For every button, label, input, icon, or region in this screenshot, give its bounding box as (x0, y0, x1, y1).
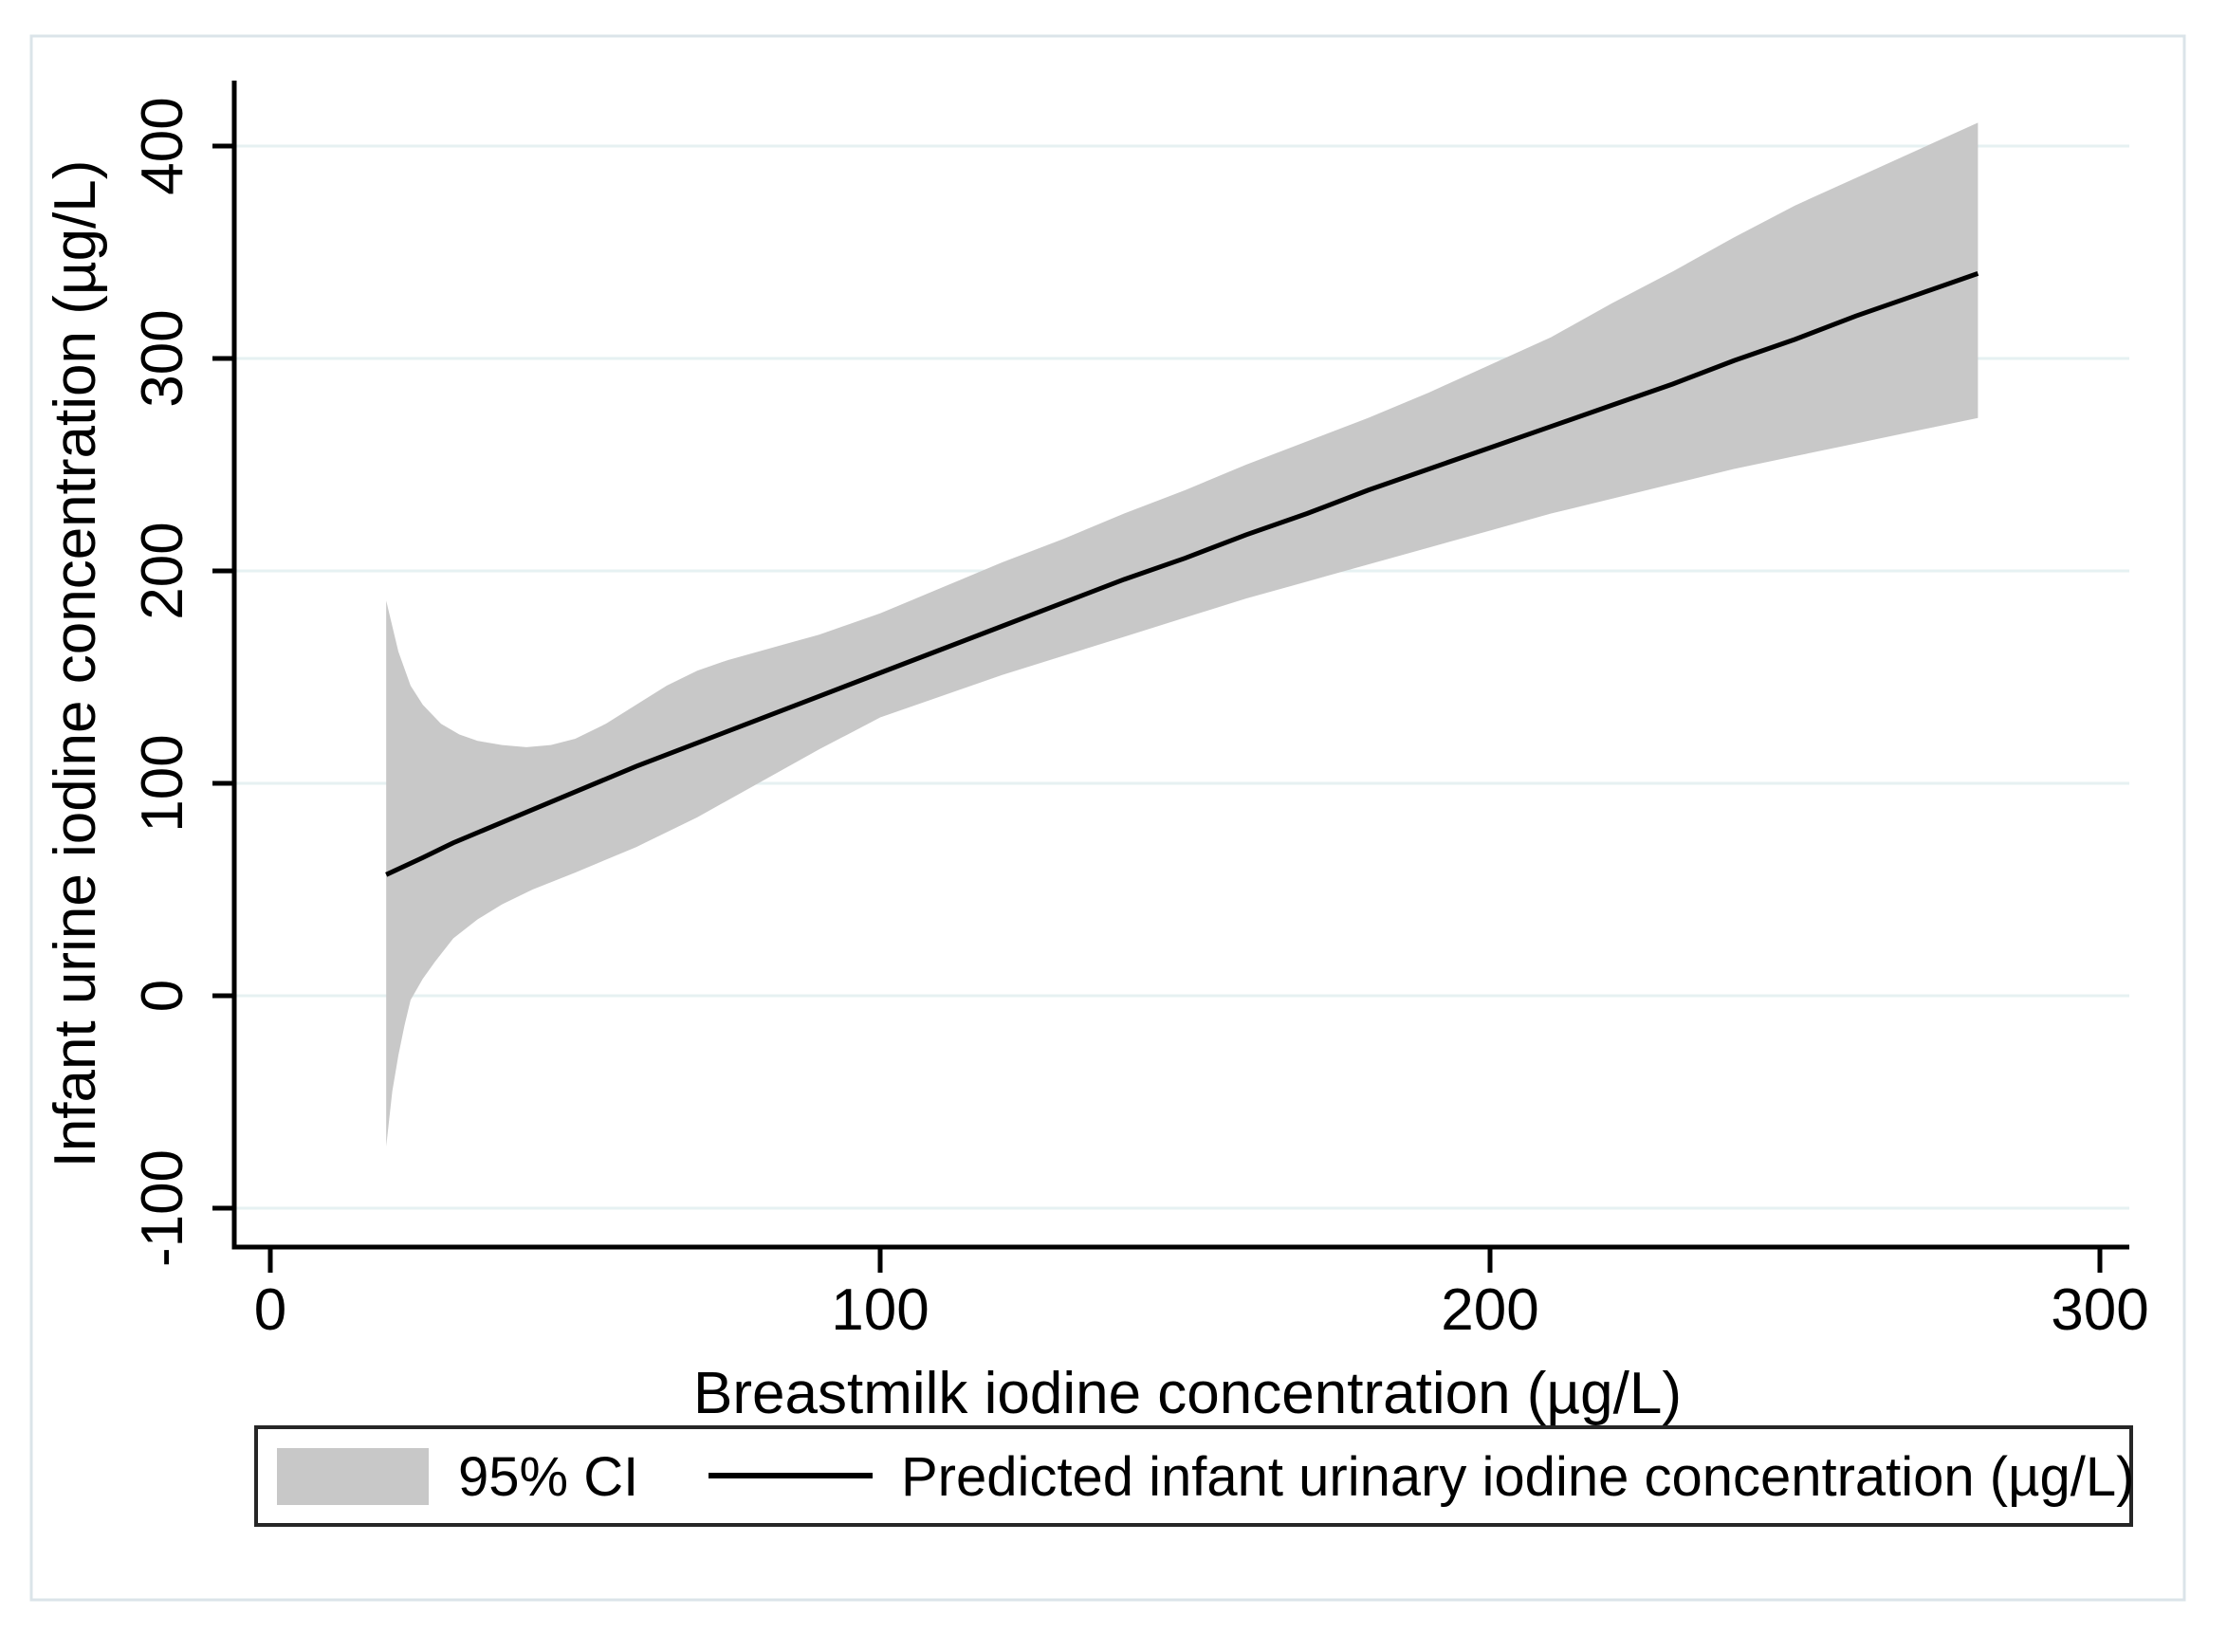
ci-band (386, 122, 1979, 1147)
x-tick-label: 0 (254, 1277, 286, 1343)
y-tick-label: 300 (130, 309, 195, 407)
x-tick-label: 100 (831, 1277, 929, 1343)
legend-ci-label: 95% CI (458, 1446, 638, 1508)
y-tick-label: -100 (130, 1149, 195, 1267)
legend-line-label: Predicted infant urinary iodine concentr… (901, 1446, 2134, 1508)
x-tick-labels: 0 100 200 300 (254, 1277, 2149, 1343)
axes (212, 81, 2129, 1273)
axis-lines (231, 81, 2129, 1250)
legend-ci-swatch (277, 1448, 429, 1505)
figure-border (29, 34, 2186, 1602)
y-axis-title: Infant urine iodine concentration (µg/L) (43, 160, 108, 1168)
prediction-line-path (385, 271, 1979, 877)
y-tick-labels: -100 0 100 200 300 400 (130, 97, 195, 1267)
prediction-line (385, 271, 1979, 877)
x-tick-label: 200 (1441, 1277, 1538, 1343)
y-tick-label: 100 (130, 734, 195, 832)
y-tick-label: 200 (130, 522, 195, 619)
legend: 95% CI Predicted infant urinary iodine c… (254, 1425, 2134, 1527)
y-tick-label: 0 (130, 980, 195, 1012)
x-tick-label: 300 (2051, 1277, 2148, 1343)
x-axis-title: Breastmilk iodine concentration (µg/L) (693, 1361, 1682, 1426)
legend-box (254, 1425, 2133, 1527)
ci-band-area (386, 122, 1979, 1147)
y-tick-label: 400 (130, 97, 195, 194)
